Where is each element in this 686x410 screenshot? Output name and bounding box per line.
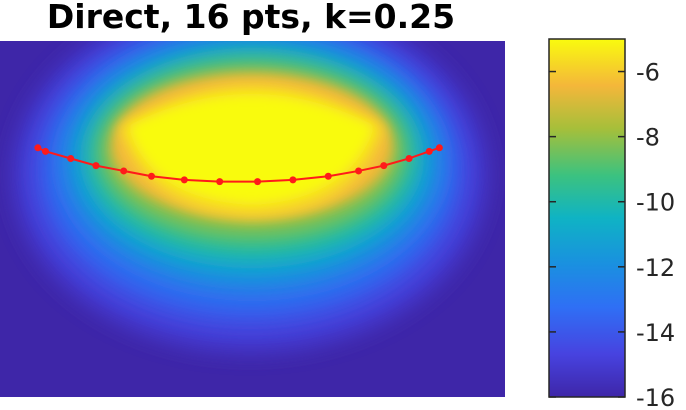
colorbar-tick-label: -16 [636,384,675,410]
curve-point [324,172,332,180]
colorbar-tick-label: -10 [636,189,675,217]
heatmap-field [0,41,505,397]
colorbar-tick-label: -14 [636,319,675,347]
chart-curve [34,144,443,186]
curve-point [380,162,388,170]
curve-line [37,146,440,183]
curve-point [435,144,443,152]
curve-point [289,176,297,184]
colorbar-tick-label: -12 [636,254,675,282]
colorbar-tick-label: -6 [636,59,660,87]
curve-point [216,178,224,186]
curve-point [405,154,413,162]
curve-point [148,172,155,180]
curve-point [180,176,188,184]
curve-point [120,167,128,175]
curve-point [254,178,262,186]
colorbar: -6 -8 -10 -12 -14 -16 [548,38,675,410]
colorbar-frame [548,38,626,398]
curve-point [41,147,49,155]
chart-title: Direct, 16 pts, k=0.25 [47,0,455,36]
colorbar-tick-label: -8 [636,124,660,152]
curve-point [34,144,42,152]
curve-point [67,154,75,162]
curve-point [355,167,363,175]
curve-point [425,147,433,155]
colorbar-gradient [549,39,625,397]
curve-point [92,162,100,170]
